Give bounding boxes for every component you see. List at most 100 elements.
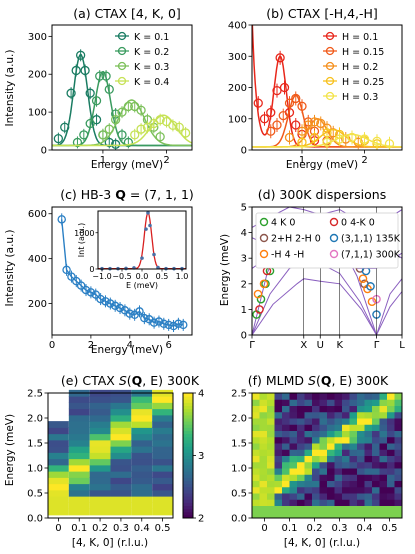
panel-f-heatmap-cell <box>259 480 268 488</box>
panel-a-data-point <box>75 50 86 60</box>
panel-e-heatmap-cell <box>110 508 132 516</box>
panel-f-heatmap-cell <box>327 430 335 438</box>
panel-b-data-point <box>284 98 295 108</box>
panel-f-heatmap-cell <box>342 480 350 488</box>
panel-f-heatmap-cell <box>252 430 260 438</box>
panel-f-heatmap-cell <box>267 405 275 413</box>
panel-f-heatmap-cell <box>379 480 388 488</box>
panel-f-heatmap-cell <box>312 411 320 419</box>
panel-e-xtick-label: 0.1 <box>71 523 87 534</box>
panel-c-data-point <box>169 321 178 331</box>
panel-f-heatmap-cell <box>334 505 343 513</box>
panel-e-heatmap-cell <box>89 483 111 491</box>
panel-c-ytick-label: 200 <box>28 299 47 310</box>
panel-c-inset-xtick-label: −0.5 <box>112 272 131 281</box>
panel-f-heatmap-cell <box>379 461 388 469</box>
panel-c-inset-point <box>156 265 160 270</box>
panel-b-ytick-label: 400 <box>228 21 247 32</box>
panel-f-heatmap-cell <box>282 405 290 413</box>
panel-e-heatmap-cell <box>110 502 132 510</box>
panel-f-heatmap-cell <box>357 505 365 513</box>
panel-b-legend-marker <box>325 46 335 56</box>
panel-f-heatmap-cell <box>342 474 350 481</box>
panel-e-colorbar-segment <box>183 408 193 413</box>
panel-f-heatmap-cell <box>342 461 350 469</box>
panel-f-heatmap-cell <box>252 480 260 488</box>
panel-d-legend-marker <box>329 249 339 259</box>
panel-b-data-point <box>253 98 263 108</box>
panel-f-title: (f) MLMD S(Q, E) 300K <box>248 373 389 388</box>
panel-c-ytick-label: 400 <box>28 254 47 265</box>
panel-f-heatmap-cell <box>267 411 275 419</box>
panel-d-ytick-label: 2 <box>241 279 247 290</box>
panel-e-colorbar-segment <box>183 471 193 475</box>
panel-c-data-point <box>159 319 169 329</box>
panel-f-heatmap-cell <box>282 499 290 506</box>
panel-f-heatmap-cell <box>252 493 260 500</box>
panel-f-heatmap-cell <box>387 393 395 400</box>
panel-f-heatmap-cell <box>327 480 335 488</box>
panel-e-colorbar-segment <box>183 430 193 435</box>
panel-e-colorbar-segment <box>183 436 193 441</box>
panel-f-heatmap-cell <box>394 461 403 469</box>
panel-e-heatmap-cell <box>48 427 69 435</box>
panel-d-data-point <box>253 289 263 299</box>
panel-f-heatmap-cell <box>319 505 328 513</box>
panel-f-heatmap-cell <box>259 468 268 475</box>
panel-c-data-point <box>135 307 144 316</box>
panel-f-heatmap-cell <box>334 493 343 500</box>
panel-e-heatmap-cell <box>152 464 173 472</box>
panel-a-data-point <box>123 101 134 112</box>
panel-f-heatmap-cell <box>379 474 388 481</box>
panel-f-heatmap-cell <box>304 393 313 400</box>
panel-f-heatmap-cell <box>252 436 260 444</box>
panel-f-heatmap-cell <box>304 418 313 425</box>
panel-e-heatmap-cell <box>131 489 153 497</box>
panel-f-heatmap-cell <box>334 405 343 413</box>
panel-a-ytick-label: 300 <box>28 32 47 43</box>
panel-f-heatmap-cell <box>372 424 380 431</box>
panel-d-ytick-label: 5 <box>241 203 247 214</box>
panel-f-heatmap-cell <box>394 443 403 450</box>
panel-e-heatmap-cell <box>110 427 132 435</box>
panel-b-xtick-label: 1 <box>299 155 305 166</box>
panel-d-axes-frame <box>251 206 403 336</box>
panel-f-heatmap-cell <box>342 418 350 425</box>
panel-f-heatmap-cell <box>357 486 365 494</box>
panel-b-data-point <box>297 101 307 111</box>
panel-b-data-point <box>266 126 276 136</box>
panel-f-heatmap-cell <box>274 424 283 431</box>
panel-f-heatmap-cell <box>349 474 358 481</box>
panel-f-heatmap-cell <box>342 393 350 400</box>
panel-f-heatmap-cell <box>252 474 260 481</box>
panel-f-axes-frame <box>251 392 403 519</box>
panel-a-data-point <box>85 88 95 98</box>
panel-f-heatmap-cell <box>334 393 343 400</box>
panel-e-colorbar-segment <box>183 421 193 425</box>
panel-c-inset-ytick-label: 1000 <box>74 229 94 238</box>
panel-e-heatmap-cell <box>110 446 132 453</box>
panel-f-heatmap-cell <box>289 418 298 425</box>
panel-f-heatmap-cell <box>312 511 320 519</box>
panel-f-heatmap-cell <box>349 499 358 506</box>
panel-f-heatmap-cell <box>372 436 380 444</box>
panel-f-heatmap-cell <box>342 511 350 519</box>
panel-e-xtick-label: 0.2 <box>92 523 108 534</box>
panel-f-heatmap-cell <box>327 443 335 450</box>
panel-a-data-point <box>85 118 95 129</box>
panel-f-heatmap-cell <box>364 480 373 488</box>
panel-f-heatmap-cell <box>394 418 403 425</box>
panel-f-heatmap-cell <box>274 443 283 450</box>
panel-f-heatmap-cell <box>372 405 380 413</box>
panel-f-heatmap-cell <box>364 405 373 413</box>
panel-f-heatmap-cell <box>357 443 365 450</box>
panel-b-data-point <box>347 132 357 143</box>
panel-b-data <box>252 25 402 150</box>
panel-f-heatmap-cell <box>349 449 358 456</box>
panel-c-xtick-label: 4 <box>127 340 133 351</box>
panel-f-heatmap-cell <box>267 474 275 481</box>
panel-f-heatmap-cell <box>289 436 298 444</box>
panel-b-data-point <box>272 120 282 130</box>
panel-f-heatmap-cell <box>252 424 260 431</box>
